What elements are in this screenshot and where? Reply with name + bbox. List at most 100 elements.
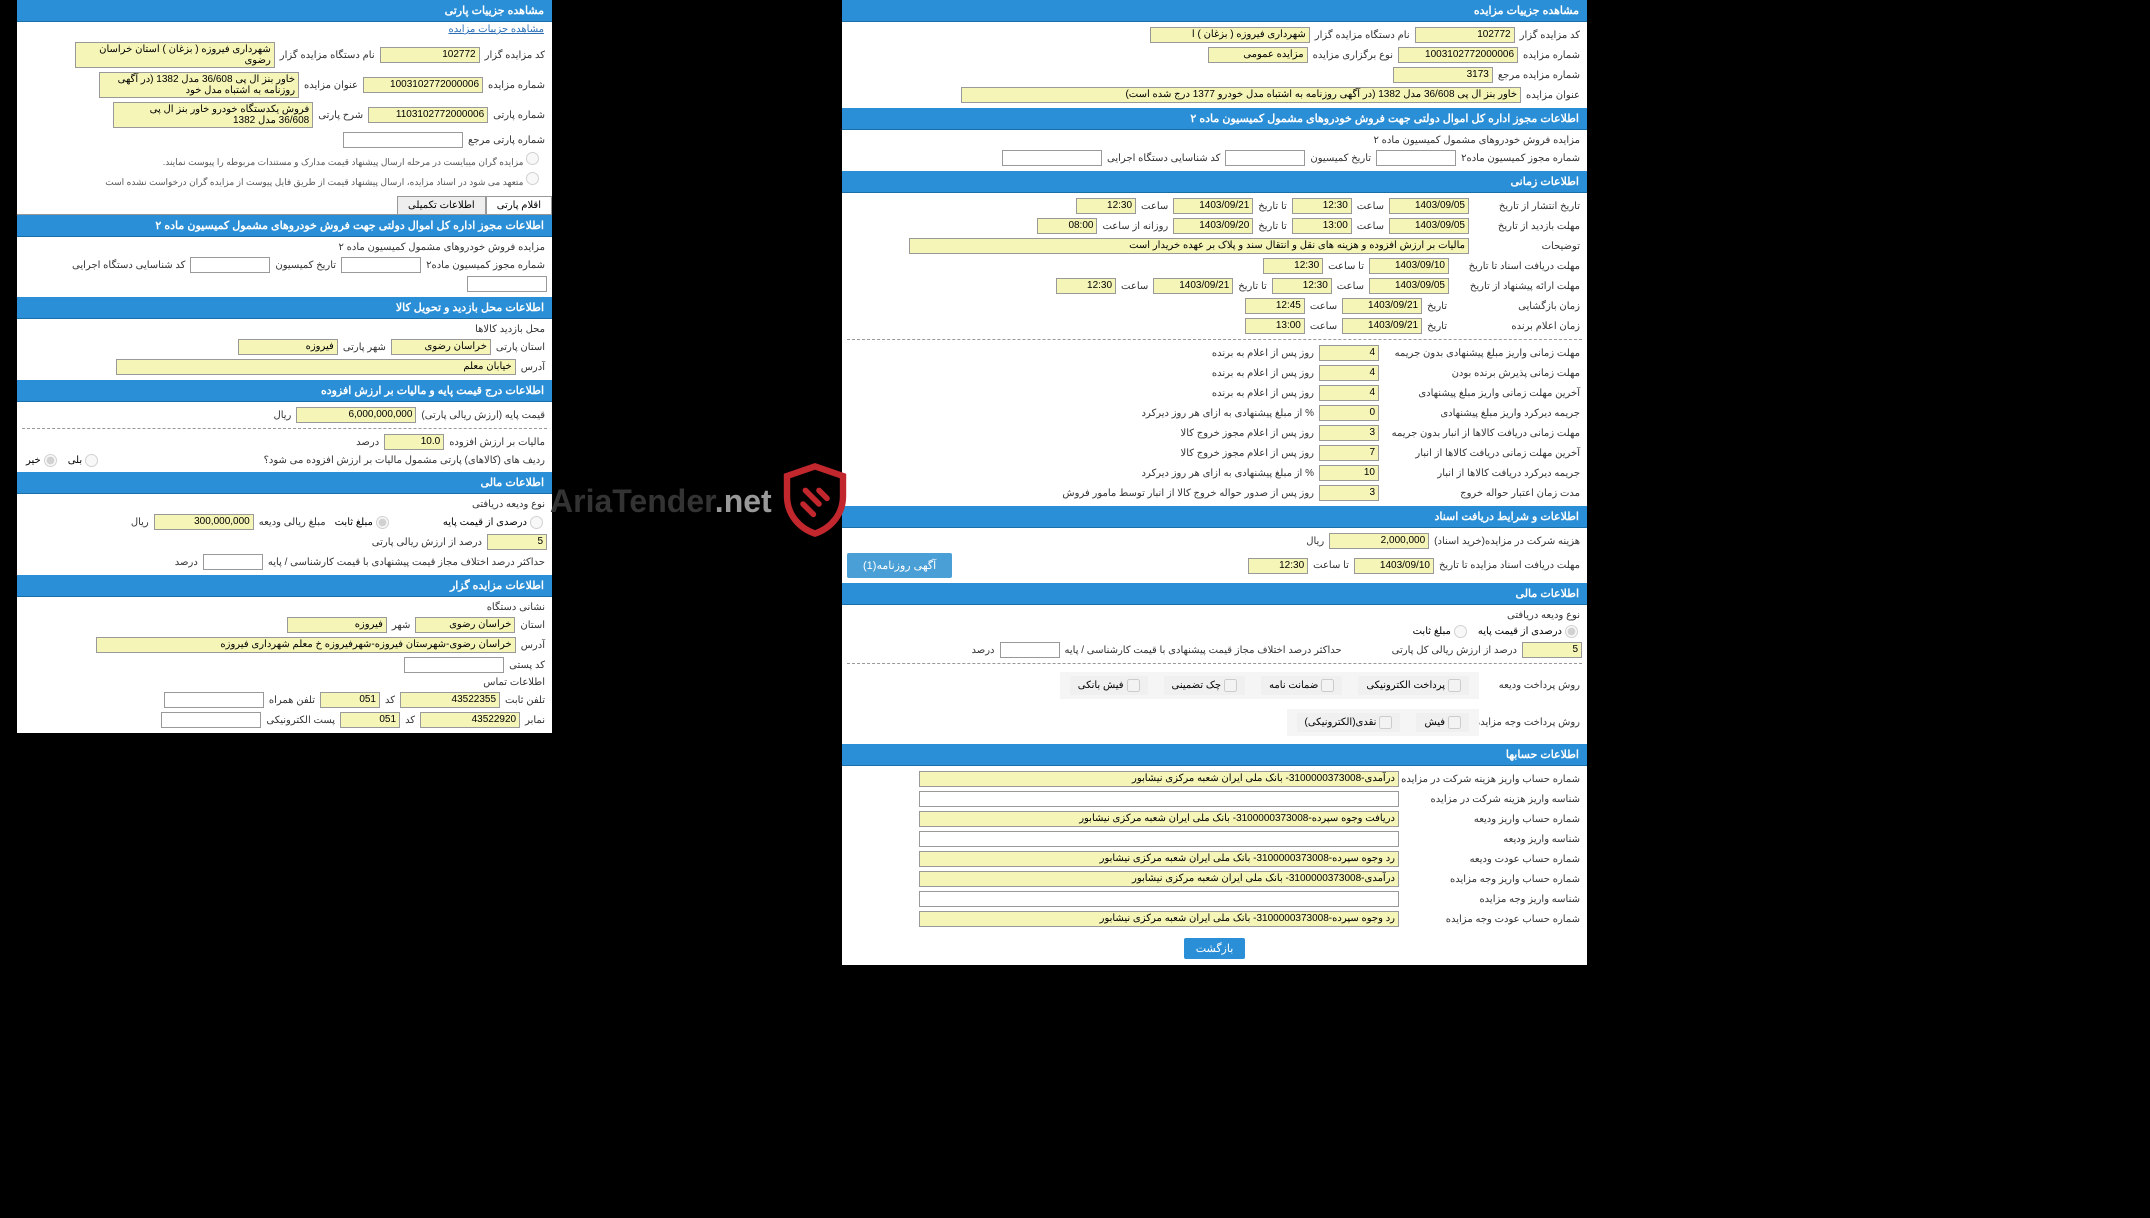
lim-v: 7 xyxy=(1319,445,1379,461)
tel-l: تلفن ثابت xyxy=(503,695,547,706)
addr-l: آدرس xyxy=(519,362,547,373)
lim-l: آخرین مهلت زمانی دریافت کالاها از انبار xyxy=(1382,448,1582,459)
lpct-u: درصد xyxy=(173,557,200,568)
l-pn-l: شماره پارتی xyxy=(491,110,547,121)
pct-l2: حداکثر درصد اختلاف مجاز قیمت پیشنهادی با… xyxy=(1063,645,1344,656)
back-button[interactable]: بازگشت xyxy=(1184,938,1246,959)
pct-v2[interactable] xyxy=(1000,642,1060,658)
acc-v[interactable] xyxy=(919,891,1399,907)
chk-guar[interactable]: ضمانت نامه xyxy=(1261,676,1342,695)
t2r-l1: زمان بازگشایی xyxy=(1452,301,1582,312)
fax-cv: 051 xyxy=(340,712,400,728)
view-auction-link[interactable]: مشاهده جزییات مزایده xyxy=(17,22,552,37)
l-header-visit: اطلاعات محل بازدید و تحویل کالا xyxy=(17,297,552,319)
chk-slip2[interactable]: فیش xyxy=(1416,713,1469,732)
radio-no[interactable]: خیر xyxy=(26,454,57,467)
lp2: تاریخ کمیسیون xyxy=(273,260,338,271)
dl-t: 12:30 xyxy=(1248,558,1308,574)
t-l2: ساعت xyxy=(1355,201,1386,212)
fld-pn[interactable] xyxy=(1376,150,1456,166)
tx-l: مالیات بر ارزش افزوده xyxy=(447,437,547,448)
fld-pd[interactable] xyxy=(1225,150,1305,166)
lp1v[interactable] xyxy=(341,257,421,273)
prov2-l: استان xyxy=(518,620,547,631)
chk-cheq[interactable]: چک تضمینی xyxy=(1164,676,1246,695)
fld-ref: 3173 xyxy=(1393,67,1493,83)
t2r-t1: 13:00 xyxy=(1245,318,1305,334)
lim-l: آخرین مهلت زمانی واریز مبلغ پیشنهادی xyxy=(1382,388,1582,399)
note1: مزایده گران میبایست در مرحله ارسال پیشنه… xyxy=(22,150,547,170)
desc-v: مالیات بر ارزش افزوده و هزینه های نقل و … xyxy=(909,238,1469,254)
acc-v[interactable] xyxy=(919,791,1399,807)
lpct-v2[interactable] xyxy=(203,554,263,570)
lim-l: جریمه دیرکرد دریافت کالاها از انبار xyxy=(1382,468,1582,479)
fee-v: 2,000,000 xyxy=(1329,533,1429,549)
prov2-v: خراسان رضوی xyxy=(415,617,515,633)
pr-l: قیمت پایه (ارزش ریالی پارتی) xyxy=(419,410,547,421)
lim-l: مهلت زمانی دریافت کالاها از انبار بدون ج… xyxy=(1382,428,1582,439)
fld-org: شهرداری فیروزه ( بزغان ) ا xyxy=(1150,27,1310,43)
lp3v[interactable] xyxy=(467,276,547,292)
dep-type: نوع ودیعه دریافتی xyxy=(1505,610,1582,621)
newspaper-ad-button[interactable]: آگهی روزنامه(1) xyxy=(847,553,952,578)
lbl-title: عنوان مزایده xyxy=(1524,90,1582,101)
party-details-panel: مشاهده جزییات پارتی مشاهده جزییات مزایده… xyxy=(17,0,552,733)
t2r-t2: 12:30 xyxy=(1056,278,1116,294)
radio-pct[interactable]: درصدی از قیمت پایه xyxy=(1478,625,1578,638)
lbl-org: نام دستگاه مزایده گزار xyxy=(1313,30,1412,41)
lim-u: % از مبلغ پیشنهادی به ازای هر روز دیرکرد xyxy=(1139,408,1316,419)
prov-v: خراسان رضوی xyxy=(391,339,491,355)
fld-num: 1003102772000006 xyxy=(1398,47,1518,63)
radio-yes[interactable]: بلی xyxy=(68,454,98,467)
lim-v: 0 xyxy=(1319,405,1379,421)
pr-v: 6,000,000,000 xyxy=(296,407,416,423)
l-pr-v[interactable] xyxy=(343,132,463,148)
lr1[interactable]: درصدی از قیمت پایه xyxy=(443,516,543,529)
tel-v2[interactable] xyxy=(164,692,264,708)
lbl-pn: شماره مجوز کمیسیون ماده۲ xyxy=(1459,153,1582,164)
header-financial: اطلاعات مالی xyxy=(842,583,1587,605)
acc-v[interactable] xyxy=(919,831,1399,847)
chk-slip[interactable]: فیش بانکی xyxy=(1070,676,1148,695)
t2-l4: روزانه از ساعت xyxy=(1100,221,1170,232)
tx-v: 10.0 xyxy=(384,434,444,450)
paym-l: روش پرداخت ودیعه xyxy=(1482,680,1582,691)
t2-t1: 13:00 xyxy=(1292,218,1352,234)
chk-cash[interactable]: نقدی(الکترونیکی) xyxy=(1297,713,1401,732)
dl-d: 1403/09/10 xyxy=(1354,558,1434,574)
t-l3: تا تاریخ xyxy=(1256,201,1289,212)
tel-cl: کد xyxy=(383,695,397,706)
l-header-fin: اطلاعات مالی xyxy=(17,472,552,494)
lbl-type: نوع برگزاری مزایده xyxy=(1311,50,1395,61)
pr-u: ریال xyxy=(271,410,293,421)
t2-t2: 08:00 xyxy=(1037,218,1097,234)
header-docs: اطلاعات و شرایط دریافت اسناد xyxy=(842,506,1587,528)
lim-v: 4 xyxy=(1319,345,1379,361)
lp2v[interactable] xyxy=(190,257,270,273)
lim-l: مهلت زمانی پذیرش برنده بودن xyxy=(1382,368,1582,379)
tab-items[interactable]: اقلام پارتی xyxy=(486,196,552,214)
t-l1: تاریخ انتشار از تاریخ xyxy=(1472,201,1582,212)
acc-v: دریافت وجوه سپرده-3100000373008- بانک مل… xyxy=(919,811,1399,827)
t-t2: 12:30 xyxy=(1076,198,1136,214)
t2-l3: تا تاریخ xyxy=(1256,221,1289,232)
l-code-l: کد مزایده گزار xyxy=(483,50,547,61)
radio-fixed[interactable]: مبلغ ثابت xyxy=(1413,625,1467,638)
lr2[interactable]: مبلغ ثابت xyxy=(335,516,389,529)
prov-l: استان پارتی xyxy=(494,342,547,353)
l-num-l: شماره مزایده xyxy=(486,80,547,91)
tab-extra[interactable]: اطلاعات تکمیلی xyxy=(397,196,486,214)
tel-cv: 051 xyxy=(320,692,380,708)
acc-v: درآمدی-3100000373008- بانک ملی ایران شعب… xyxy=(919,871,1399,887)
city2-l: شهر xyxy=(390,620,413,631)
t2r-d1: 1403/09/21 xyxy=(1342,318,1422,334)
t-t1: 12:30 xyxy=(1292,198,1352,214)
auction-details-panel: مشاهده جزییات مزایده کد مزایده گزار 1027… xyxy=(842,0,1587,965)
fax-v2[interactable] xyxy=(161,712,261,728)
lim-v: 3 xyxy=(1319,425,1379,441)
chk-elec[interactable]: پرداخت الکترونیکی xyxy=(1358,676,1469,695)
post-v[interactable] xyxy=(404,657,504,673)
fld-pc[interactable] xyxy=(1002,150,1102,166)
lbl-ref: شماره مزایده مرجع xyxy=(1496,70,1582,81)
lim-u: روز پس از صدور حواله خروج کالا از انبار … xyxy=(1060,488,1316,499)
